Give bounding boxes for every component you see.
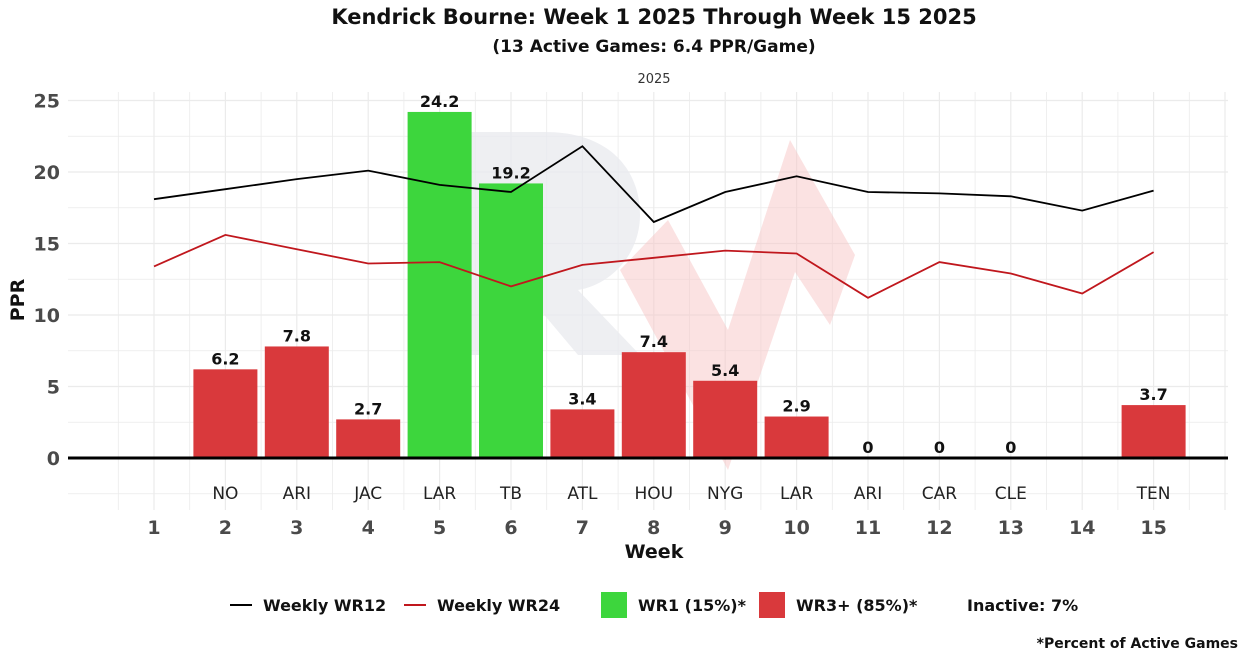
footnote: *Percent of Active Games <box>1037 636 1238 652</box>
x-tick-label: 3 <box>290 517 303 539</box>
data-label-week-5: 24.2 <box>420 92 459 111</box>
legend: Weekly WR12 Weekly WR24 WR1 (15%)* WR3+ … <box>230 592 1078 618</box>
y-tick-label: 10 <box>34 305 60 327</box>
legend-inactive-label: Inactive: 7% <box>967 596 1078 615</box>
x-tick-label: 7 <box>576 517 589 539</box>
x-tick-label: 2 <box>219 517 232 539</box>
data-label-week-3: 7.8 <box>283 326 311 345</box>
x-tick-label: 5 <box>433 517 446 539</box>
y-tick-label: 5 <box>47 377 60 399</box>
data-label-week-4: 2.7 <box>354 399 382 418</box>
legend-wr12-label: Weekly WR12 <box>263 596 386 615</box>
y-tick-label: 15 <box>34 234 60 256</box>
data-label-week-8: 7.4 <box>640 332 668 351</box>
data-labels: 6.2 7.8 2.7 24.2 19.2 3.4 7.4 5.4 2.9 0 0 0 3.7 <box>211 92 1168 457</box>
x-axis: 1 2 3 4 5 6 7 8 9 10 11 12 13 14 15 <box>147 517 1166 539</box>
bar-week-2 <box>193 369 258 458</box>
opponent-label: ARI <box>283 484 311 504</box>
data-label-week-15: 3.7 <box>1139 385 1167 404</box>
data-label-week-9: 5.4 <box>711 361 739 380</box>
x-tick-label: 1 <box>147 517 160 539</box>
bar-week-8 <box>621 352 686 458</box>
legend-wr24-label: Weekly WR24 <box>437 596 560 615</box>
opponent-label: NYG <box>707 484 743 504</box>
opponent-label: TEN <box>1136 484 1171 504</box>
x-tick-label: 6 <box>504 517 517 539</box>
bar-week-5 <box>407 111 472 458</box>
y-tick-label: 20 <box>34 162 60 184</box>
opponent-label: JAC <box>353 484 382 504</box>
data-label-week-11: 0 <box>862 438 873 457</box>
x-tick-label: 4 <box>362 517 375 539</box>
legend-wr3-swatch <box>759 592 785 618</box>
line-weekly-wr24 <box>153 233 1155 299</box>
x-tick-label: 12 <box>926 517 952 539</box>
bar-week-10 <box>764 416 829 458</box>
x-tick-label: 8 <box>647 517 660 539</box>
opponent-labels: NO ARI JAC LAR TB ATL HOU NYG LAR ARI CAR CLE TEN <box>212 484 1170 504</box>
opponent-label: ARI <box>854 484 882 504</box>
chart-title: Kendrick Bourne: Week 1 2025 Through Wee… <box>331 5 976 29</box>
opponent-label: ATL <box>567 484 598 504</box>
data-label-week-10: 2.9 <box>782 397 810 416</box>
plot-panel: 6.2 7.8 2.7 24.2 19.2 3.4 7.4 5.4 2.9 0 0 0 3.7 <box>68 92 1228 510</box>
y-tick-label: 25 <box>34 91 60 113</box>
data-label-week-13: 0 <box>1005 438 1016 457</box>
opponent-label: HOU <box>634 484 673 504</box>
data-label-week-6: 19.2 <box>491 163 530 182</box>
data-label-week-7: 3.4 <box>568 389 596 408</box>
data-label-week-2: 6.2 <box>211 349 239 368</box>
opponent-label: LAR <box>423 484 456 504</box>
chart-subtitle: (13 Active Games: 6.4 PPR/Game) <box>492 37 815 57</box>
bar-week-7 <box>550 409 615 458</box>
opponent-label: NO <box>212 484 238 504</box>
x-tick-label: 10 <box>783 517 809 539</box>
legend-wr1-swatch <box>601 592 627 618</box>
bar-week-6 <box>479 183 543 458</box>
opponent-label: CAR <box>922 484 957 504</box>
x-axis-title: Week <box>625 541 684 563</box>
y-axis-title: PPR <box>7 278 29 321</box>
bar-week-4 <box>336 419 401 458</box>
bar-week-9 <box>693 380 758 458</box>
bar-week-15 <box>1121 405 1186 458</box>
legend-wr3-label: WR3+ (85%)* <box>796 596 918 615</box>
opponent-label: CLE <box>995 484 1027 504</box>
bars-layer <box>193 111 1186 458</box>
x-tick-label: 9 <box>719 517 732 539</box>
opponent-label: LAR <box>780 484 813 504</box>
data-label-week-12: 0 <box>934 438 945 457</box>
lines-layer <box>153 145 1155 299</box>
line-weekly-wr12 <box>153 145 1154 224</box>
gridlines <box>68 92 1228 510</box>
x-tick-label: 13 <box>998 517 1024 539</box>
y-axis: 0 5 10 15 20 25 <box>34 91 60 471</box>
x-tick-label: 15 <box>1140 517 1166 539</box>
bar-week-3 <box>264 346 329 458</box>
opponent-label: TB <box>499 484 522 504</box>
x-tick-label: 14 <box>1069 517 1095 539</box>
y-tick-label: 0 <box>47 448 60 470</box>
facet-label: 2025 <box>637 72 670 87</box>
x-tick-label: 11 <box>855 517 881 539</box>
legend-wr1-label: WR1 (15%)* <box>638 596 747 615</box>
